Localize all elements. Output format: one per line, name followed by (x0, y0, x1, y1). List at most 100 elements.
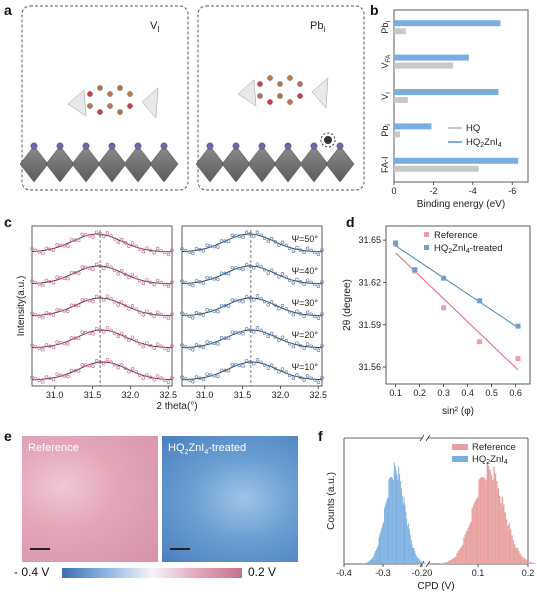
histogram-bin-Reference (459, 549, 461, 564)
data-point (201, 345, 206, 350)
histogram-bin-HQ2ZnI4 (418, 559, 420, 564)
histogram-bin-HQ2ZnI4 (368, 560, 370, 564)
data-point (112, 331, 117, 336)
data-point (141, 376, 146, 380)
histogram-bin-Reference (455, 556, 457, 564)
data-point (69, 270, 74, 275)
histogram-bin-Reference (529, 561, 531, 564)
data-point (123, 272, 128, 276)
data-point (145, 246, 149, 250)
data-point (112, 237, 117, 241)
bar-HQ2ZnI4-Pb_I (394, 20, 501, 27)
data-point (280, 303, 285, 308)
znI4-tetrahedron (237, 79, 257, 107)
iodine-atom (56, 142, 64, 150)
data-point (295, 309, 299, 313)
pb-interstitial-atom (324, 136, 332, 144)
fit-curve (181, 297, 323, 317)
data-point (441, 275, 447, 281)
data-point (76, 303, 81, 308)
data-point (69, 336, 74, 340)
data-point (41, 315, 45, 320)
data-point (316, 284, 321, 289)
data-point (216, 277, 220, 282)
histogram-bin-Reference (466, 530, 468, 564)
data-point (123, 335, 128, 339)
legend-swatch (452, 444, 468, 450)
fit-curve (181, 265, 323, 285)
x-axis-title: Binding energy (eV) (417, 199, 505, 210)
x-axis-title: sin² (φ) (442, 406, 474, 417)
data-point (116, 240, 120, 245)
scale-bar (30, 548, 50, 550)
data-point (305, 278, 310, 282)
data-point (102, 362, 106, 366)
data-point (183, 312, 188, 317)
octahedron (71, 145, 101, 183)
data-point (73, 238, 77, 242)
data-point (87, 266, 92, 270)
znI4-tetrahedron (67, 89, 87, 117)
x-tick-label: 32.0 (272, 390, 290, 400)
data-point (166, 348, 171, 353)
data-point (284, 307, 288, 311)
y-axis-title: 2θ (degree) (342, 279, 353, 331)
plot-frame (31, 225, 173, 387)
data-point (105, 294, 110, 298)
histogram-bin-Reference (481, 477, 483, 564)
legend-label: HQ2ZnI4 (466, 137, 502, 149)
data-point (291, 376, 296, 381)
histogram-bin-HQ2ZnI4 (387, 497, 389, 564)
data-point (269, 363, 274, 367)
data-point (94, 359, 99, 363)
histogram-bin-Reference (479, 477, 482, 564)
histogram-bin-Reference (464, 534, 467, 564)
x-tick-label: 32.0 (122, 390, 140, 400)
data-point (223, 271, 227, 276)
x-tick-label: 32.5 (159, 390, 177, 400)
histogram-bin-HQ2ZnI4 (365, 562, 367, 564)
histogram-bin-Reference (508, 523, 510, 564)
histogram-bin-HQ2ZnI4 (408, 529, 410, 564)
data-point (66, 276, 70, 281)
data-point (44, 375, 49, 379)
data-point (305, 310, 310, 314)
data-point (58, 308, 63, 313)
data-point (116, 271, 120, 276)
histogram-bin-Reference (533, 562, 535, 564)
data-point (234, 233, 238, 238)
data-point (277, 275, 281, 279)
data-point (91, 235, 95, 239)
data-point (148, 343, 153, 348)
data-point (252, 298, 256, 302)
data-point (280, 335, 285, 340)
data-point (212, 341, 217, 346)
pbi-structure-frame (197, 5, 365, 191)
histogram-bin-Reference (494, 473, 497, 564)
histogram-bin-Reference (523, 557, 526, 564)
data-point (170, 312, 174, 316)
data-point (216, 309, 220, 314)
data-point (287, 278, 292, 282)
histogram-bin-HQ2ZnI4 (425, 563, 426, 564)
histogram-bin-HQ2ZnI4 (424, 562, 426, 564)
pb-interstitial-marker (320, 132, 336, 148)
data-point (84, 265, 88, 270)
data-point (119, 331, 124, 336)
histogram-bin-HQ2ZnI4 (385, 501, 387, 564)
data-point (159, 280, 163, 285)
data-point (134, 307, 138, 311)
xrd-peak-chart: 31.0 31.5 32.0 32.5 Intensity(a.u.) Ψ=50° Ψ=40… (16, 225, 327, 412)
data-point (91, 267, 95, 271)
data-point (30, 375, 34, 379)
data-point (208, 244, 213, 248)
histogram-bin-HQ2ZnI4 (417, 557, 419, 564)
octahedron (247, 145, 277, 183)
category-label-V_FA: VFA (380, 54, 392, 69)
histogram-bin-HQ2ZnI4 (390, 477, 392, 564)
fit-curve (31, 329, 172, 349)
data-point (226, 368, 231, 373)
data-point (183, 344, 188, 349)
data-point (273, 240, 278, 244)
histogram-bin-HQ2ZnI4 (382, 524, 384, 564)
